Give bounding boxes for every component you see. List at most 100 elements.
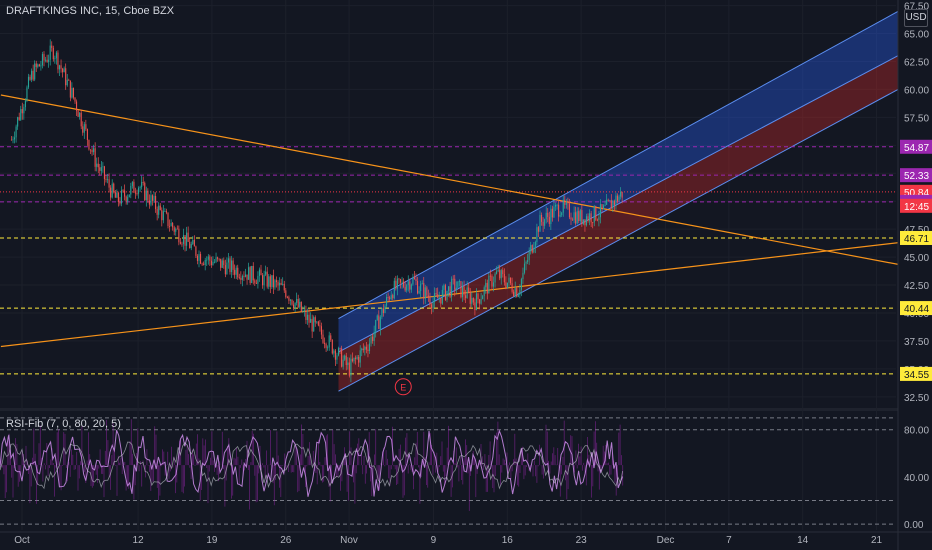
candle-body bbox=[170, 223, 172, 227]
candle-body bbox=[612, 200, 614, 209]
candle-body bbox=[141, 181, 143, 188]
candle-body bbox=[575, 212, 577, 224]
candle-body bbox=[359, 350, 361, 363]
grid-lines bbox=[0, 408, 932, 411]
candle-body bbox=[322, 334, 324, 343]
candle-body bbox=[508, 277, 510, 283]
candle-body bbox=[162, 211, 164, 221]
y-tick-label: 47.50 bbox=[904, 225, 929, 236]
candle-body bbox=[469, 291, 471, 304]
candle-body bbox=[54, 58, 56, 60]
candle-body bbox=[497, 270, 499, 272]
candle-body bbox=[460, 281, 462, 298]
candle-body bbox=[169, 226, 171, 227]
candle-body bbox=[328, 335, 330, 348]
candle-body bbox=[434, 293, 436, 302]
candle-body bbox=[437, 294, 439, 299]
chart-title: DRAFTKINGS INC, 15, Cboe BZX bbox=[6, 5, 175, 17]
candle-body bbox=[513, 291, 515, 296]
candle-body bbox=[568, 203, 570, 218]
candle-body bbox=[255, 282, 257, 284]
candle-body bbox=[271, 275, 273, 287]
candle-body bbox=[303, 310, 305, 311]
candle-body bbox=[299, 301, 301, 308]
x-tick-label: Dec bbox=[657, 535, 675, 546]
candle-body bbox=[243, 276, 245, 277]
candle-body bbox=[57, 52, 59, 70]
candle-body bbox=[114, 192, 116, 198]
candle-body bbox=[88, 139, 90, 150]
candle-body bbox=[71, 87, 73, 98]
channel-lower-line bbox=[338, 77, 919, 392]
price-label-52.33-bg bbox=[900, 168, 932, 183]
candle-body bbox=[23, 107, 25, 114]
candle-body bbox=[275, 280, 278, 283]
candle-body bbox=[263, 274, 265, 286]
price-label-46.71-bg bbox=[900, 230, 932, 245]
candle-body bbox=[74, 97, 76, 102]
candle-body bbox=[544, 219, 546, 226]
candle-body bbox=[412, 277, 414, 285]
candle-body bbox=[514, 288, 516, 296]
x-tick-label: 14 bbox=[797, 535, 809, 546]
candle-body bbox=[269, 276, 271, 287]
candle-body bbox=[97, 163, 99, 168]
candle-body bbox=[522, 272, 524, 280]
y-tick-label: 42.50 bbox=[904, 281, 929, 292]
candle-body bbox=[220, 258, 222, 268]
candle-body bbox=[511, 283, 513, 292]
candle-body bbox=[206, 259, 208, 261]
candle-body bbox=[55, 52, 57, 59]
candle-body bbox=[488, 275, 490, 294]
candle-body bbox=[288, 297, 290, 301]
candle-body bbox=[525, 261, 527, 264]
candle-body bbox=[576, 211, 578, 224]
candle-body bbox=[449, 286, 451, 297]
candle-body bbox=[103, 166, 105, 180]
candle-body bbox=[500, 270, 502, 279]
currency-badge[interactable]: USD bbox=[904, 9, 928, 27]
price-label-54.87-bg bbox=[900, 139, 932, 154]
candle-body bbox=[466, 287, 468, 299]
candle-body bbox=[280, 282, 282, 285]
candle-body bbox=[471, 297, 473, 304]
candle-body bbox=[607, 199, 609, 201]
candle-body bbox=[43, 54, 45, 61]
candle-body bbox=[432, 301, 434, 309]
candle-body bbox=[417, 281, 419, 294]
candle-body bbox=[155, 195, 157, 210]
candle-body bbox=[125, 196, 127, 202]
candle-body bbox=[68, 79, 70, 81]
candle-body bbox=[210, 260, 212, 266]
candle-body bbox=[492, 282, 495, 287]
time-axis-bg bbox=[0, 532, 932, 550]
candle-body bbox=[373, 331, 375, 341]
candle-body bbox=[279, 282, 281, 286]
candle-body bbox=[257, 275, 259, 284]
candle-body bbox=[505, 282, 507, 288]
candle-body bbox=[193, 240, 195, 247]
candle-body bbox=[209, 256, 211, 261]
candle-body bbox=[457, 281, 459, 288]
candle-body bbox=[196, 255, 198, 261]
candle-body bbox=[558, 204, 560, 217]
candle-body bbox=[80, 112, 82, 127]
candle-body bbox=[310, 318, 312, 323]
candle-body bbox=[107, 179, 109, 181]
candle-body bbox=[52, 47, 54, 60]
candle-body bbox=[362, 348, 364, 350]
x-tick-label: 23 bbox=[576, 535, 588, 546]
candle-body bbox=[376, 315, 378, 320]
candle-body bbox=[435, 293, 437, 295]
candle-body bbox=[20, 109, 22, 120]
candle-body bbox=[387, 297, 389, 298]
candle-body bbox=[181, 243, 183, 245]
channel-mid-line bbox=[338, 44, 919, 353]
rsi-y-tick-label: 80.00 bbox=[904, 426, 929, 437]
candle-body bbox=[390, 295, 392, 300]
candle-body bbox=[159, 205, 161, 210]
candle-body bbox=[151, 195, 154, 201]
candle-body bbox=[86, 129, 88, 140]
